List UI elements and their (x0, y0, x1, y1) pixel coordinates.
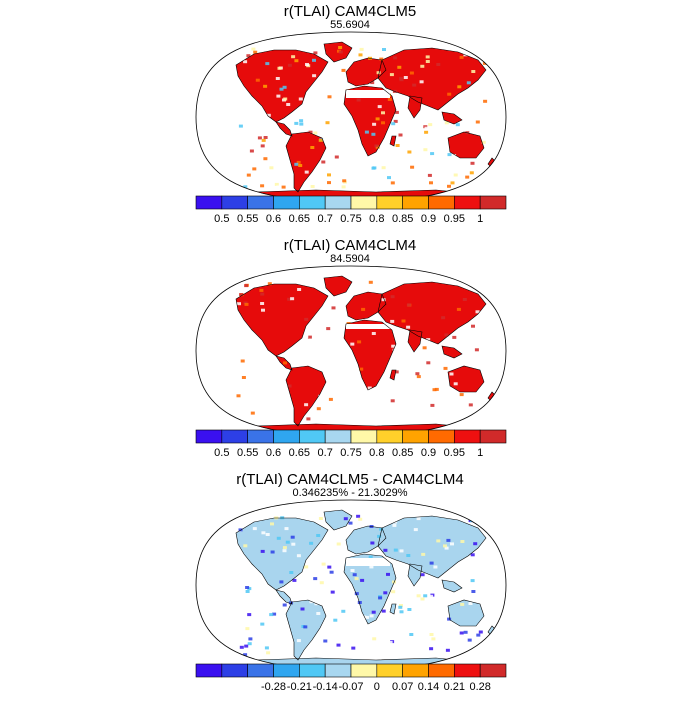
colorbar-swatch (221, 429, 248, 444)
colorbar-label: 0.8 (369, 447, 384, 459)
colorbar-label: 0.65 (289, 213, 310, 225)
panel-title: r(TLAI) CAM4CLM5 - CAM4CLM4 (236, 471, 464, 488)
colorbar-swatch (428, 195, 455, 210)
map-border (195, 265, 507, 437)
colorbar-label: 0.65 (289, 447, 310, 459)
colorbar-label: -0.21 (287, 681, 312, 693)
colorbar-swatch (428, 429, 455, 444)
colorbar-swatch (402, 429, 429, 444)
colorbar-label: 0.9 (421, 447, 436, 459)
colorbar-swatch (273, 663, 300, 678)
panel-subtitle: 0.346235% - 21.3029% (293, 487, 408, 499)
colorbar-swatch (376, 195, 403, 210)
colorbar-label: 0.07 (392, 681, 413, 693)
colorbar-label: 0.9 (421, 213, 436, 225)
colorbar-swatch (324, 663, 352, 678)
world-map (195, 499, 507, 671)
colorbar: 0.5 0.55 0.6 0.65 0.7 0.75 0.8 0.85 0.9 0.95 1 (195, 429, 507, 459)
world-map (195, 31, 507, 203)
colorbar-swatch (221, 195, 248, 210)
colorbar-swatch (454, 663, 481, 678)
colorbar-swatch (479, 663, 507, 678)
colorbar-label: 0.55 (237, 447, 258, 459)
colorbar: -0.28 -0.21 -0.14 -0.07 0 0.07 0.14 0.21 0.28 (195, 663, 507, 693)
colorbar-swatch (479, 429, 507, 444)
panel-title: r(TLAI) CAM4CLM4 (284, 237, 417, 254)
colorbar-swatch (195, 429, 223, 444)
panel-subtitle: 84.5904 (330, 253, 370, 265)
colorbar-swatch (195, 195, 223, 210)
colorbar-swatch (273, 429, 300, 444)
colorbar-label: 0.5 (214, 213, 229, 225)
colorbar-label: 0.95 (444, 447, 465, 459)
colorbar-swatch (221, 663, 248, 678)
colorbar-label: 0.28 (469, 681, 490, 693)
colorbar-label: 0.75 (340, 447, 361, 459)
colorbar-swatch (350, 195, 378, 210)
colorbar-label: 1 (477, 213, 483, 225)
colorbar-label: 0.7 (318, 447, 333, 459)
colorbar-label: 0.7 (318, 213, 333, 225)
colorbar-swatch (479, 195, 507, 210)
map-border (195, 31, 507, 203)
map-border (195, 499, 507, 671)
colorbar-swatch (376, 663, 403, 678)
colorbar-label: 0.55 (237, 213, 258, 225)
colorbar-label: 0.75 (340, 213, 361, 225)
colorbar-label: -0.14 (313, 681, 338, 693)
colorbar-swatch (376, 429, 403, 444)
colorbar-swatch (299, 429, 326, 444)
colorbar-label: 0.21 (444, 681, 465, 693)
colorbar-swatch (247, 663, 274, 678)
panel-title: r(TLAI) CAM4CLM5 (284, 3, 417, 20)
colorbar-swatch (428, 663, 455, 678)
panel-subtitle: 55.6904 (330, 19, 370, 31)
world-map (195, 265, 507, 437)
colorbar-label: 0.85 (392, 213, 413, 225)
colorbar-swatch (402, 195, 429, 210)
colorbar-swatch (324, 195, 352, 210)
colorbar-swatch (454, 195, 481, 210)
colorbar-swatch (195, 663, 223, 678)
colorbar-swatch (324, 429, 352, 444)
colorbar-swatch (299, 663, 326, 678)
colorbar-swatch (299, 195, 326, 210)
colorbar-swatch (350, 663, 378, 678)
colorbar-label: 0.6 (266, 213, 281, 225)
colorbar-swatch (247, 195, 274, 210)
colorbar-label: -0.07 (338, 681, 363, 693)
colorbar-label: 1 (477, 447, 483, 459)
grid-cells (236, 280, 490, 421)
colorbar-label: 0.95 (444, 213, 465, 225)
colorbar-swatch (402, 663, 429, 678)
colorbar-label: 0.5 (214, 447, 229, 459)
colorbar-label: 0 (374, 681, 380, 693)
colorbar-swatch (247, 429, 274, 444)
colorbar-swatch (350, 429, 378, 444)
grid-cells (238, 46, 488, 189)
colorbar-label: 0.6 (266, 447, 281, 459)
colorbar: 0.5 0.55 0.6 0.65 0.7 0.75 0.8 0.85 0.9 0.95 1 (195, 195, 507, 225)
colorbar-label: 0.8 (369, 213, 384, 225)
colorbar-label: -0.28 (261, 681, 286, 693)
colorbar-label: 0.85 (392, 447, 413, 459)
colorbar-swatch (454, 429, 481, 444)
colorbar-swatch (273, 195, 300, 210)
colorbar-label: 0.14 (418, 681, 439, 693)
